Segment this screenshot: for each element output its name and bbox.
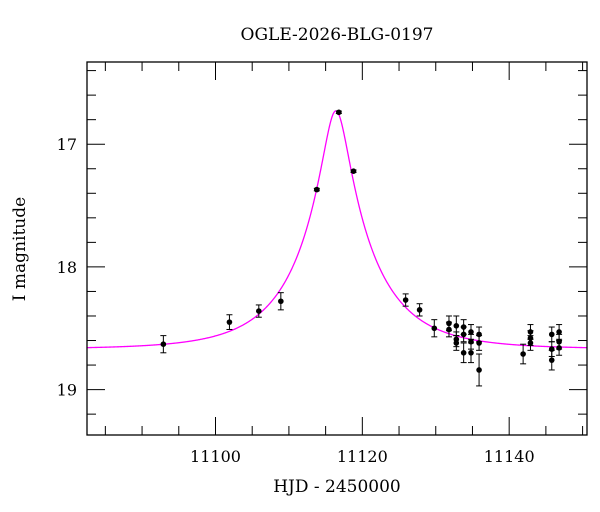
point-marker (468, 349, 474, 356)
point-marker (453, 322, 460, 329)
data-point (520, 343, 527, 365)
x-tick-label: 11140 (484, 447, 535, 466)
point-marker (402, 297, 409, 303)
point-marker (446, 326, 452, 333)
x-tick-label: 11120 (337, 447, 388, 466)
x-tick-label: 11100 (190, 447, 241, 466)
data-point (226, 314, 233, 330)
point-marker (278, 298, 284, 305)
point-marker (527, 340, 534, 346)
data-point (431, 319, 438, 338)
point-marker (314, 186, 320, 193)
point-marker (453, 340, 460, 346)
data-point (416, 303, 423, 317)
data-point (350, 168, 357, 175)
point-marker (548, 357, 555, 363)
data-point (445, 321, 452, 338)
data-point (335, 109, 342, 116)
data-point (313, 186, 320, 193)
data-point (277, 292, 284, 311)
point-marker (431, 325, 438, 332)
data-point (548, 326, 555, 343)
data-points (160, 109, 563, 387)
point-marker (160, 341, 167, 348)
data-point (453, 335, 460, 351)
point-marker (350, 168, 357, 175)
chart-title: OGLE-2026-BLG-0197 (241, 25, 434, 45)
x-axis-label: HJD - 2450000 (273, 477, 401, 497)
data-point (460, 326, 467, 343)
point-marker (556, 329, 562, 335)
y-axis-label: I magnitude (10, 197, 30, 301)
point-marker (476, 340, 482, 346)
y-tick-label: 18 (57, 258, 77, 277)
point-marker (556, 345, 562, 351)
model-curve (86, 110, 588, 349)
point-marker (460, 349, 467, 356)
y-tick-label: 19 (57, 381, 77, 400)
axis-ticks (87, 62, 587, 435)
point-marker (416, 307, 423, 313)
point-marker (226, 319, 233, 325)
data-point (527, 335, 534, 351)
data-point (160, 335, 167, 354)
point-marker (468, 329, 474, 335)
point-marker (336, 109, 342, 116)
point-marker (548, 331, 555, 338)
tick-labels: 11100 11120 11140 17 18 19 (57, 135, 535, 466)
data-point (548, 349, 555, 371)
point-marker (256, 308, 262, 314)
data-point (467, 342, 474, 364)
point-marker (460, 331, 467, 338)
point-marker (520, 351, 526, 357)
data-point (460, 342, 467, 364)
data-point (476, 353, 483, 387)
plot-frame (86, 61, 588, 436)
data-point (556, 340, 563, 356)
model-curve-group (86, 110, 588, 349)
data-point (255, 304, 262, 318)
y-tick-label: 17 (57, 135, 77, 154)
data-point (402, 293, 409, 307)
data-point (476, 335, 483, 351)
point-marker (476, 367, 482, 373)
